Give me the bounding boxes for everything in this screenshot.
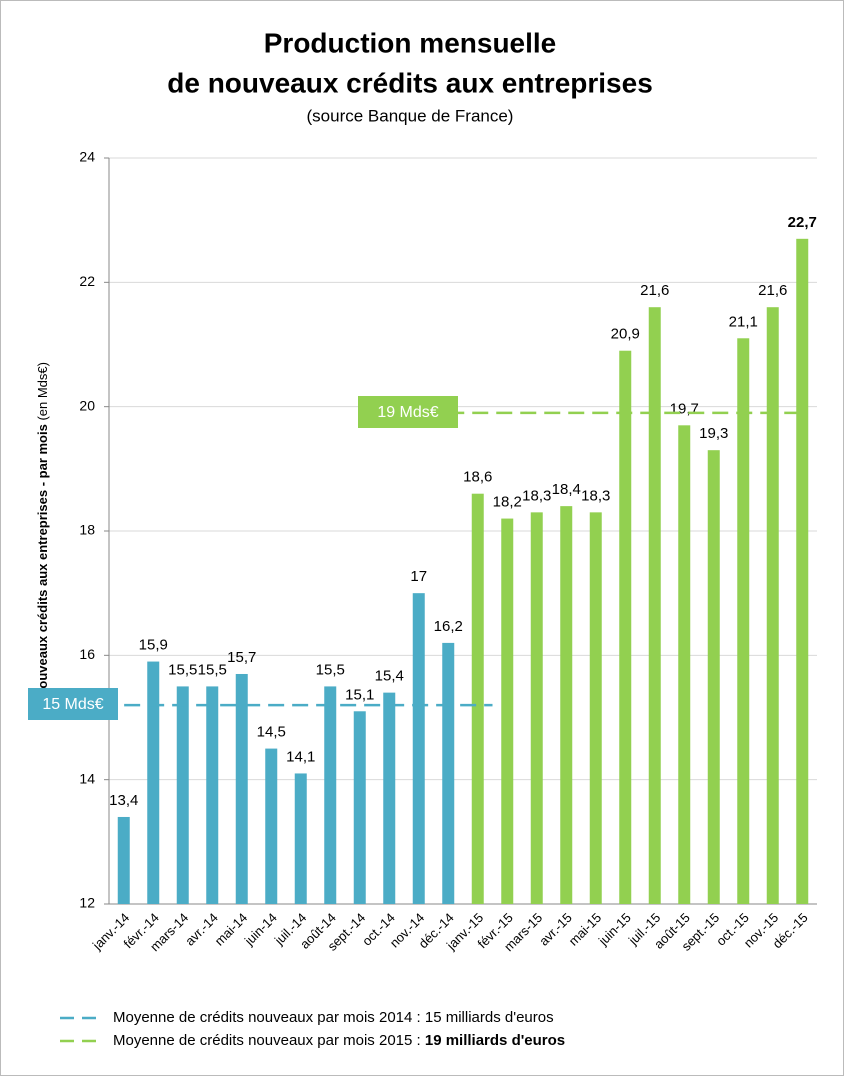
value-label: 17: [410, 568, 427, 585]
bar: [176, 686, 189, 904]
value-label: 15,5: [168, 661, 197, 678]
legend-text: Moyenne de crédits nouveaux par mois 201…: [113, 1009, 554, 1026]
bar: [737, 338, 750, 904]
value-label: 18,4: [552, 481, 581, 498]
y-tick-label: 16: [79, 646, 95, 662]
value-label: 18,6: [463, 469, 492, 486]
value-label: 21,6: [640, 282, 669, 299]
value-label: 18,2: [493, 494, 522, 511]
bar: [412, 593, 425, 904]
y-axis-title-unit: (en Mds€): [35, 362, 50, 421]
bar: [648, 307, 661, 904]
bar: [619, 350, 632, 904]
bar: [117, 816, 130, 904]
bar: [442, 642, 455, 904]
legend-text: Moyenne de crédits nouveaux par mois 201…: [113, 1032, 425, 1049]
bar: [530, 512, 543, 904]
value-label: 15,4: [375, 668, 404, 685]
chart-subtitle: (source Banque de France): [307, 106, 514, 125]
bar: [796, 238, 809, 905]
legend-entry: Moyenne de crédits nouveaux par mois 201…: [113, 1009, 554, 1026]
legend-emphasis: 19 milliards d'euros: [425, 1032, 565, 1049]
value-label: 19,7: [670, 400, 699, 417]
y-tick-label: 20: [79, 397, 95, 413]
y-tick-label: 18: [79, 522, 95, 538]
y-axis-title-main: Nouveaux crédits aux entreprises - par m…: [35, 424, 50, 698]
bar: [560, 506, 573, 904]
bar: [383, 692, 396, 904]
bar: [147, 661, 160, 904]
y-tick-label: 22: [79, 273, 95, 289]
value-label: 13,4: [109, 792, 138, 809]
value-label: 16,2: [434, 618, 463, 635]
y-tick-label: 12: [79, 895, 95, 911]
bar: [235, 673, 248, 904]
value-label: 15,1: [345, 686, 374, 703]
y-axis-title: Nouveaux crédits aux entreprises - par m…: [35, 362, 50, 698]
y-tick-label: 14: [79, 770, 95, 786]
value-label: 21,6: [758, 282, 787, 299]
value-label: 22,7: [788, 214, 817, 231]
bar: [589, 512, 602, 904]
value-label: 19,3: [699, 425, 728, 442]
bar: [265, 748, 278, 904]
value-label: 15,7: [227, 649, 256, 666]
value-label: 15,5: [198, 661, 227, 678]
bar: [294, 773, 307, 904]
bar: [353, 711, 366, 904]
value-label: 18,3: [581, 487, 610, 504]
bar: [324, 686, 337, 904]
value-label: 20,9: [611, 326, 640, 343]
average-tag: 19 Mds€: [377, 404, 438, 421]
average-tag-box: [358, 396, 458, 428]
bar: [206, 686, 219, 904]
value-label: 21,1: [729, 313, 758, 330]
value-label: 18,3: [522, 487, 551, 504]
bar: [678, 425, 691, 904]
value-label: 14,5: [257, 724, 286, 741]
chart-title: Production mensuelle: [264, 27, 557, 58]
average-tag: 15 Mds€: [42, 696, 103, 713]
bar: [766, 307, 779, 904]
average-tag-box: [28, 688, 118, 720]
chart-title: de nouveaux crédits aux entreprises: [167, 67, 653, 98]
legend-entry: Moyenne de crédits nouveaux par mois 201…: [113, 1032, 565, 1049]
y-tick-label: 24: [79, 149, 95, 165]
value-label: 14,1: [286, 748, 315, 765]
bar: [707, 450, 720, 904]
value-label: 15,9: [139, 637, 168, 654]
value-label: 15,5: [316, 661, 345, 678]
bar: [471, 493, 484, 904]
bar: [501, 518, 514, 904]
